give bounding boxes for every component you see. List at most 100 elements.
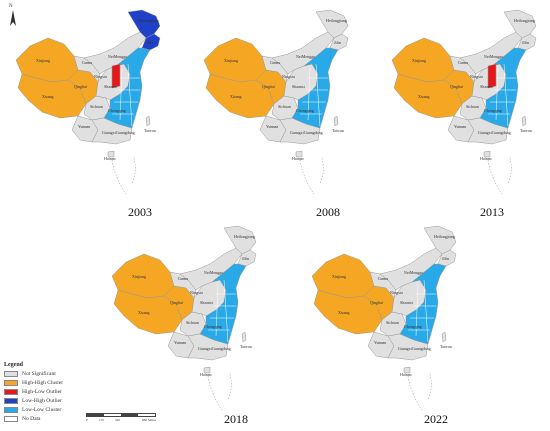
province-label-shaanxi: Shaanxi <box>200 300 214 305</box>
province-label-heilongjiang: Heilongjiang <box>138 18 159 23</box>
scale-bar-graphic <box>86 413 156 417</box>
province-label-qinghai: Qinghai <box>170 300 184 305</box>
legend-item: Low-Low Cluster <box>4 406 100 414</box>
legend-swatch <box>4 380 18 386</box>
province-label-hainan: Hainan <box>104 156 116 161</box>
province-label-qinghai: Qinghai <box>450 84 464 89</box>
south-sea-boundary <box>299 159 315 195</box>
south-sea-boundary <box>131 157 137 185</box>
province-label-jilin: Jilin <box>522 40 529 45</box>
region-xizang <box>393 73 463 119</box>
province-label-shaanxi: Shaanxi <box>104 84 118 89</box>
province-border <box>503 63 509 127</box>
legend-item: High-High Cluster <box>4 379 100 387</box>
province-label-yunnan: Yunnan <box>78 124 90 129</box>
province-label-xinjiang: Xinjiang <box>224 58 238 63</box>
province-label-xizang: Xizang <box>42 94 54 99</box>
region-east <box>103 47 151 129</box>
province-label-ningxia: Ningxia <box>470 74 483 79</box>
province-label-guangdong: Guangdong <box>304 130 323 135</box>
province-label-hainan: Hainan <box>480 156 492 161</box>
province-label-guangxi: Guangxi <box>198 346 213 351</box>
region-east <box>291 47 339 129</box>
province-label-sichuan: Sichuan <box>466 104 479 109</box>
province-label-chongqing: Chongqing <box>204 324 222 329</box>
region-hainan <box>403 366 411 374</box>
region-hainan <box>483 150 491 158</box>
south-sea-boundary <box>507 157 513 185</box>
south-sea-boundary <box>487 159 503 195</box>
region-heilongjiang <box>315 9 349 39</box>
province-border <box>415 283 419 337</box>
south-sea-boundary <box>319 157 325 185</box>
high-low-outlier-region <box>487 63 497 89</box>
legend-swatch <box>4 416 18 422</box>
province-label-gansu: Gansu <box>178 276 188 281</box>
region-taiwan <box>145 115 151 127</box>
province-label-guangxi: Guangxi <box>290 130 305 135</box>
province-label-ningxia: Ningxia <box>390 290 403 295</box>
province-label-taiwan: Taiwan <box>240 344 252 349</box>
map-panel-4: Xinjiang Xizang Qinghai Gansu NeiMenggu Heilo… <box>104 224 264 414</box>
province-label-yunnan: Yunnan <box>266 124 278 129</box>
scale-tick: 680 Miles <box>141 418 156 422</box>
north-label: N <box>9 4 13 9</box>
province-border <box>119 67 123 121</box>
province-label-heilongjiang: Heilongjiang <box>234 234 255 239</box>
province-label-xinjiang: Xinjiang <box>332 274 346 279</box>
south-sea-boundary <box>111 159 127 195</box>
scale-tick: 0 <box>86 418 88 422</box>
province-label-xizang: Xizang <box>338 310 350 315</box>
province-label-chongqing: Chongqing <box>484 108 502 113</box>
province-label-xizang: Xizang <box>138 310 150 315</box>
scale-tick: 170 <box>98 418 104 422</box>
legend-item: High-Low Outlier <box>4 388 100 396</box>
province-label-hainan: Hainan <box>200 372 212 377</box>
province-label-gansu: Gansu <box>458 60 468 65</box>
scale-tick: 340 <box>114 418 121 422</box>
region-taiwan <box>441 331 447 343</box>
legend-label: Not Significant <box>22 371 56 377</box>
legend-label: Low-High Outlier <box>22 398 62 404</box>
province-label-heilongjiang: Heilongjiang <box>326 18 347 23</box>
province-label-xinjiang: Xinjiang <box>412 58 426 63</box>
china-map: Xinjiang Xizang Qinghai Gansu NeiMenggu Heilo… <box>15 9 161 195</box>
province-label-yunnan: Yunnan <box>174 340 186 345</box>
province-label-heilongjiang: Heilongjiang <box>434 234 455 239</box>
high-low-outlier-region <box>111 63 121 89</box>
region-xizang <box>313 289 383 335</box>
region-east <box>399 263 447 345</box>
legend-swatch <box>4 371 18 377</box>
south-sea-boundary <box>407 375 423 411</box>
province-label-xizang: Xizang <box>230 94 242 99</box>
province-label-heilongjiang: Heilongjiang <box>514 18 535 23</box>
province-border <box>127 63 133 127</box>
south-sea-boundary <box>207 375 223 411</box>
province-label-xizang: Xizang <box>418 94 430 99</box>
province-label-ningxia: Ningxia <box>282 74 295 79</box>
province-label-chongqing: Chongqing <box>296 108 314 113</box>
region-xizang <box>205 73 275 119</box>
province-label-ningxia: Ningxia <box>190 290 203 295</box>
region-taiwan <box>521 115 527 127</box>
map-panel-2: Xinjiang Xizang Qinghai Gansu NeiMenggu Heilo… <box>196 8 356 198</box>
province-label-ningxia: Ningxia <box>94 74 107 79</box>
legend-label: No Data <box>22 416 41 422</box>
province-label-jilin: Jilin <box>442 256 449 261</box>
legend: Legend Not Significant High-High Cluster H… <box>4 362 100 424</box>
region-heilongjiang <box>423 225 457 255</box>
scale-bar: 0 170 340 680 Miles <box>86 413 156 422</box>
province-label-yunnan: Yunnan <box>454 124 466 129</box>
legend-title: Legend <box>4 362 24 368</box>
region-hainan <box>107 150 115 158</box>
north-arrow: N <box>8 4 18 28</box>
region-taiwan <box>241 331 247 343</box>
legend-item: No Data <box>4 415 100 423</box>
province-label-xinjiang: Xinjiang <box>132 274 146 279</box>
region-taiwan <box>333 115 339 127</box>
province-label-gansu: Gansu <box>270 60 280 65</box>
province-label-chongqing: Chongqing <box>108 108 126 113</box>
china-map: Xinjiang Xizang Qinghai Gansu NeiMenggu Heilo… <box>391 9 537 195</box>
region-heilongjiang <box>503 9 537 39</box>
year-label-3: 2013 <box>480 205 504 219</box>
